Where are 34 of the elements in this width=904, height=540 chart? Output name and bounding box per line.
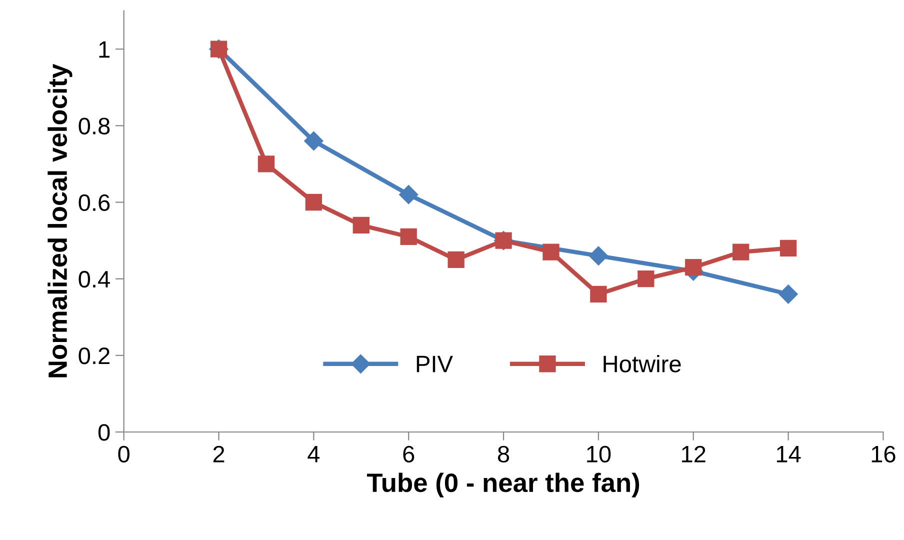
- point: [304, 131, 324, 151]
- point: [590, 286, 607, 302]
- point: [638, 270, 654, 288]
- y-axis-title: Normalized local velocity: [48, 64, 72, 378]
- y-tick-label: 0.4: [78, 270, 110, 288]
- y-tick-label: 1: [99, 41, 110, 58]
- point: [685, 259, 702, 276]
- point: [399, 185, 418, 204]
- point: [448, 251, 464, 268]
- point: [400, 228, 417, 246]
- x-tick-label: 2: [213, 446, 224, 462]
- x-tick-label: 14: [776, 446, 801, 462]
- x-tick-label: 4: [308, 446, 320, 462]
- point: [588, 246, 608, 266]
- point: [352, 216, 370, 234]
- x-tick-label: 8: [498, 446, 510, 463]
- point: [732, 244, 750, 260]
- y-tick-label: 0.2: [78, 347, 110, 364]
- point: [305, 194, 322, 211]
- x-tick-label: 10: [587, 446, 611, 463]
- x-axis-title: Tube (0 - near the fan): [366, 472, 640, 498]
- legend-label: Hotwire: [604, 355, 681, 372]
- y-tick-label: 0.8: [78, 118, 110, 134]
- y-tick-label: 0.6: [78, 194, 110, 212]
- x-tick-label: 12: [682, 446, 706, 462]
- x-tick-label: 0: [118, 446, 130, 463]
- point: [542, 244, 560, 260]
- point: [780, 240, 797, 257]
- point: [258, 156, 275, 172]
- x-tick-label: 6: [403, 446, 414, 463]
- x-tick-label: 16: [872, 446, 896, 463]
- legend-label: PIV: [416, 356, 453, 372]
- y-tick-label: 0: [98, 424, 110, 441]
- point: [778, 284, 798, 304]
